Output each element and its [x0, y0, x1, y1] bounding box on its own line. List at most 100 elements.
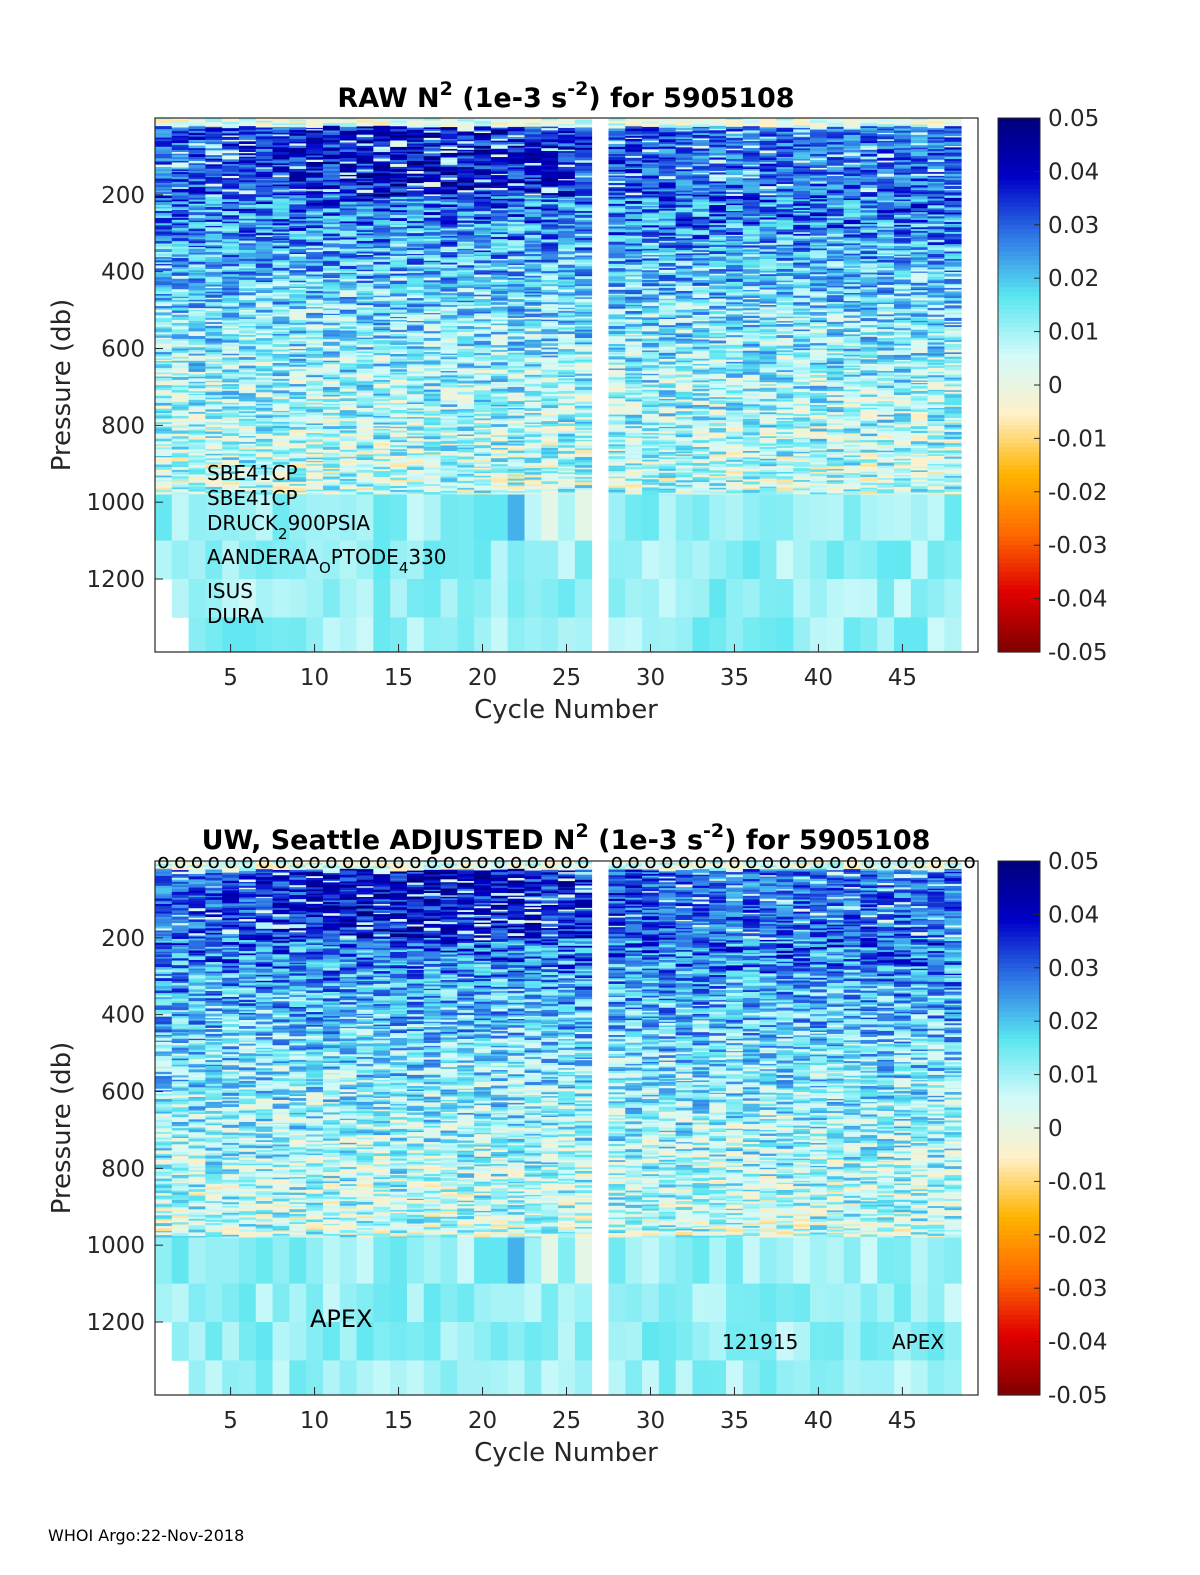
heatmap-cell — [356, 240, 374, 244]
heatmap-cell — [440, 339, 458, 342]
heatmap-cell — [339, 193, 357, 197]
heatmap-cell — [490, 474, 509, 477]
heatmap-cell — [155, 492, 173, 495]
heatmap-cell — [272, 356, 290, 359]
heatmap-cell — [490, 466, 509, 469]
heatmap-cell — [155, 187, 173, 190]
heatmap-cell — [339, 480, 357, 483]
heatmap-cell — [205, 153, 223, 156]
heatmap-cell — [155, 262, 173, 265]
heatmap-cell — [322, 359, 341, 362]
heatmap-cell — [238, 120, 257, 123]
heatmap-cell — [255, 206, 273, 209]
heatmap-cell — [541, 229, 559, 233]
heatmap-cell — [406, 395, 425, 399]
heatmap-cell — [507, 378, 525, 383]
heatmap-cell — [205, 183, 223, 186]
heatmap-cell — [440, 220, 458, 224]
heatmap-cell — [524, 434, 542, 438]
heatmap-cell — [205, 312, 223, 316]
heatmap-cell — [457, 280, 475, 283]
heatmap-cell — [171, 169, 189, 172]
heatmap-cell — [255, 397, 273, 401]
heatmap-cell — [457, 218, 475, 221]
heatmap-cell — [490, 297, 509, 302]
heatmap-cell — [289, 390, 307, 393]
heatmap-cell — [322, 441, 341, 444]
heatmap-cell — [558, 428, 576, 432]
heatmap-cell — [423, 252, 441, 256]
heatmap-cell — [289, 333, 307, 336]
heatmap-cell — [457, 456, 475, 460]
heatmap-cell — [608, 286, 626, 291]
heatmap-cell — [289, 427, 307, 431]
heatmap-cell — [474, 483, 492, 486]
heatmap-cell — [390, 343, 408, 346]
heatmap-cell — [423, 350, 441, 353]
heatmap-cell — [289, 303, 307, 307]
heatmap-cell — [289, 346, 307, 350]
heatmap-cell — [255, 317, 273, 320]
heatmap-cell — [524, 427, 542, 431]
heatmap-cell — [390, 344, 408, 347]
heatmap-cell — [608, 432, 626, 436]
heatmap-cell — [322, 486, 341, 490]
heatmap-cell — [373, 297, 391, 300]
heatmap-cell — [222, 474, 240, 478]
heatmap-cell — [524, 579, 542, 618]
heatmap-cell — [507, 195, 525, 200]
heatmap-cell — [406, 318, 425, 322]
heatmap-cell — [356, 273, 374, 277]
heatmap-cell — [289, 286, 307, 289]
heatmap-cell — [171, 579, 189, 618]
heatmap-cell — [490, 239, 509, 242]
heatmap-cell — [406, 435, 425, 437]
heatmap-cell — [171, 254, 189, 258]
heatmap-cell — [541, 433, 559, 437]
heatmap-cell — [339, 357, 357, 360]
heatmap-cell — [474, 459, 492, 463]
heatmap-cell — [356, 130, 374, 134]
heatmap-cell — [356, 486, 374, 489]
heatmap-cell — [306, 254, 324, 258]
heatmap-cell — [188, 128, 206, 132]
heatmap-cell — [356, 401, 374, 405]
heatmap-cell — [289, 398, 307, 403]
heatmap-cell — [188, 426, 206, 430]
heatmap-cell — [255, 197, 273, 201]
heatmap-cell — [171, 312, 189, 316]
heatmap-cell — [373, 397, 391, 400]
heatmap-cell — [390, 220, 408, 225]
heatmap-cell — [558, 474, 576, 477]
heatmap-cell — [339, 181, 357, 184]
heatmap-cell — [272, 617, 290, 653]
heatmap-cell — [272, 132, 290, 135]
heatmap-cell — [490, 458, 509, 460]
heatmap-cell — [558, 324, 576, 328]
heatmap-cell — [255, 464, 273, 467]
heatmap-cell — [390, 190, 408, 193]
heatmap-cell — [541, 289, 559, 293]
heatmap-cell — [289, 352, 307, 355]
heatmap-cell — [373, 441, 391, 444]
heatmap-cell — [205, 340, 223, 344]
heatmap-cell — [171, 412, 189, 416]
heatmap-cell — [356, 404, 374, 407]
heatmap-cell — [373, 136, 391, 140]
heatmap-cell — [289, 443, 307, 446]
heatmap-cell — [406, 231, 425, 234]
heatmap-cell — [440, 288, 458, 292]
heatmap-cell — [188, 295, 206, 300]
heatmap-cell — [306, 186, 324, 190]
heatmap-cell — [255, 267, 273, 271]
heatmap-cell — [306, 364, 324, 368]
heatmap-cell — [373, 321, 391, 324]
heatmap-cell — [373, 391, 391, 395]
heatmap-cell — [306, 137, 324, 140]
heatmap-cell — [272, 233, 290, 236]
heatmap-cell — [272, 339, 290, 344]
heatmap-cell — [356, 174, 374, 177]
heatmap-cell — [558, 540, 576, 580]
heatmap-cell — [289, 448, 307, 452]
heatmap-cell — [272, 195, 290, 198]
